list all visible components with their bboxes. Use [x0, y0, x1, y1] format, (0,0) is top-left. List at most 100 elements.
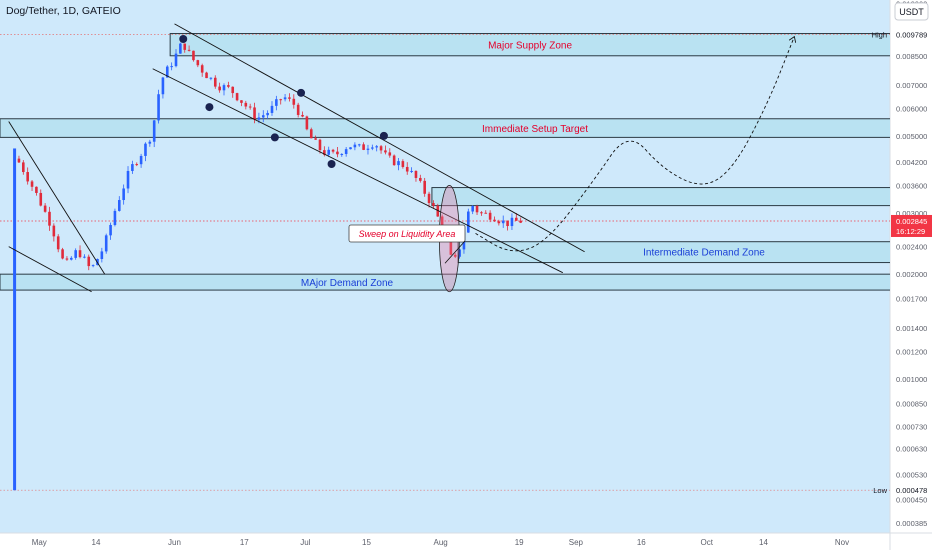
pivot-dot	[297, 88, 306, 97]
trendline	[8, 121, 106, 275]
candle-body	[205, 72, 208, 79]
y-tick-label: 0.001400	[896, 324, 927, 333]
x-tick-label: Oct	[701, 538, 714, 547]
candle-body	[26, 172, 29, 182]
candle-body	[213, 77, 217, 87]
candle-body	[61, 249, 64, 259]
low-price-tag: 0.000478	[896, 486, 927, 495]
y-tick-label: 0.003000	[896, 209, 927, 218]
trendline	[174, 23, 585, 253]
candle-body	[362, 144, 365, 150]
candle-body	[480, 212, 483, 214]
candle-body	[384, 150, 387, 153]
candle-body	[244, 102, 248, 107]
candle-body	[165, 66, 169, 78]
candle-body	[144, 143, 147, 156]
candle-body	[218, 86, 221, 91]
currency-button[interactable]: USDT	[894, 2, 929, 21]
y-tick-label: 0.000630	[896, 445, 927, 454]
candle-body	[157, 94, 160, 121]
x-tick-label: May	[32, 538, 47, 547]
candle-body	[410, 170, 413, 172]
candle-body	[17, 158, 21, 163]
zone-box	[169, 33, 890, 57]
zone-label: Intermediate Demand Zone	[643, 248, 765, 259]
candle-body	[449, 238, 453, 255]
zone-label: Immediate Setup Target	[482, 124, 588, 135]
plot-layer: Major Supply Zone Immediate Setup Target I…	[0, 23, 890, 491]
candle-body	[506, 220, 509, 227]
candle-body	[440, 216, 444, 231]
x-tick-label: 16	[637, 538, 646, 547]
symbol-header: Dog/Tether, 1D, GATEIO	[6, 5, 121, 17]
y-tick-label: 0.001200	[896, 347, 927, 356]
pivot-dot	[327, 159, 336, 168]
candle-body	[248, 106, 252, 108]
candle-body	[453, 254, 457, 257]
candle-body	[200, 65, 204, 73]
candle-body	[122, 188, 125, 201]
candle-body	[375, 146, 378, 148]
candle-body	[100, 251, 104, 259]
candle-body	[357, 144, 361, 146]
candle-body	[296, 104, 300, 115]
candle-body	[419, 177, 422, 181]
candle-body	[349, 147, 352, 150]
candle-body	[183, 43, 187, 50]
candle-body	[279, 99, 283, 101]
x-tick-label: 14	[759, 538, 768, 547]
sweep-label-box	[348, 224, 466, 243]
x-tick-label: 15	[362, 538, 371, 547]
y-tick-label: 0.000385	[896, 519, 927, 528]
y-tick-label: 0.002400	[896, 243, 927, 252]
x-tick-label: 19	[515, 538, 524, 547]
y-tick-label: 0.001700	[896, 295, 927, 304]
candle-body	[231, 86, 235, 94]
zone-box	[0, 273, 890, 291]
candle-body	[371, 147, 374, 149]
candle-body	[192, 50, 195, 61]
candle-body	[471, 206, 474, 212]
zone-box	[431, 187, 890, 207]
candle-body	[35, 186, 38, 193]
price-axis[interactable]	[890, 0, 932, 550]
time-axis[interactable]	[0, 533, 890, 550]
price-lines-layer	[0, 34, 890, 491]
candle-body	[113, 210, 117, 225]
candle-body	[104, 235, 108, 252]
pivot-dot	[379, 131, 388, 140]
candle-body	[436, 205, 440, 217]
candle-body	[288, 97, 291, 99]
candle-body	[240, 100, 243, 103]
candle-body	[117, 200, 121, 211]
x-tick-label: Nov	[835, 538, 849, 547]
candle-body	[318, 139, 322, 151]
candle-body	[423, 180, 426, 194]
candle-body	[83, 256, 86, 258]
candle-body	[39, 192, 43, 206]
candle-body	[405, 166, 409, 172]
candle-body	[301, 114, 304, 117]
candle-body	[314, 138, 317, 140]
countdown-label: 16:12:29	[896, 227, 925, 236]
y-tick-label: 0.002000	[896, 270, 927, 279]
candle-body	[266, 112, 269, 116]
candle-body	[309, 129, 313, 139]
y-tick-label: 0.005000	[896, 132, 927, 141]
y-tick-label: 0.006000	[896, 104, 927, 113]
candle-body	[148, 141, 152, 144]
candle-body	[65, 258, 69, 260]
y-tick-label: 0.000530	[896, 471, 927, 480]
candle-body	[257, 117, 261, 120]
candle-body	[401, 161, 405, 167]
candle-body	[78, 250, 82, 258]
low-price-tag-box	[891, 484, 932, 497]
plot-area[interactable]	[0, 0, 890, 533]
candle-body	[52, 225, 56, 237]
projection-path	[475, 37, 794, 252]
price-axis-labels: 0.0120000.0100000.0085000.0070000.006000…	[896, 0, 927, 528]
candle-body	[323, 150, 326, 155]
y-tick-label: 0.000730	[896, 422, 927, 431]
high-price-tag-box	[891, 28, 932, 41]
